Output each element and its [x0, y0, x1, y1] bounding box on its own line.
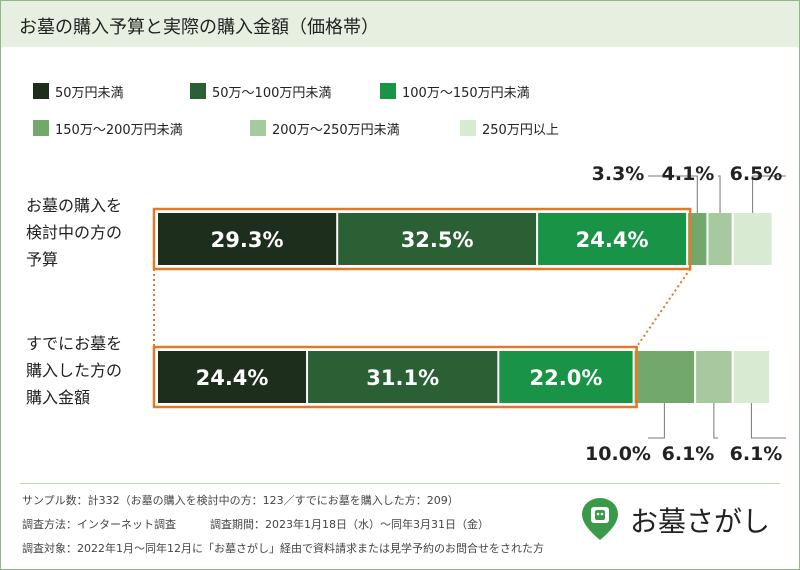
bar-segment	[696, 351, 732, 403]
bar-segment	[158, 351, 307, 403]
leader-line	[648, 403, 665, 439]
leader-line	[713, 403, 718, 439]
highlight-box	[152, 345, 638, 409]
footer-target: 調査対象：2022年1月〜同年12月に「お墓さがし」経由で資料請求または見学予約…	[22, 542, 544, 555]
footer-period: 調査期間：2023年1月18日（水）〜同年3月31日（金）	[210, 518, 489, 531]
legend-swatch	[33, 83, 49, 99]
legend-item: 200万〜250万円未満	[250, 118, 400, 138]
data-label: 3.3%	[592, 163, 645, 185]
connector-line	[635, 268, 691, 348]
bar-segment	[499, 351, 633, 403]
data-label: 6.1%	[730, 443, 783, 465]
chart-title: お墓の購入予算と実際の購入金額（価格帯）	[19, 17, 379, 38]
legend-label: 100万〜150万円未満	[402, 85, 530, 101]
footer-sample: サンプル数：計332（お墓の購入を検討中の方：123／すでにお墓を購入した方：2…	[22, 494, 459, 507]
bar-segment	[338, 213, 537, 265]
legend-label: 150万〜200万円未満	[55, 122, 183, 138]
data-label: 6.5%	[730, 163, 783, 185]
logo: お墓さがし	[580, 497, 790, 543]
data-label: 32.5%	[401, 228, 474, 252]
legend-label: 250万円以上	[482, 122, 559, 138]
data-label: 10.0%	[585, 443, 651, 465]
legend-label: 200万〜250万円未満	[272, 122, 400, 138]
data-label: 22.0%	[530, 366, 603, 390]
legend-item: 50万円未満	[33, 81, 124, 101]
bar-segment	[538, 213, 687, 265]
data-label: 6.1%	[662, 443, 715, 465]
tombstone-leaf-icon	[582, 498, 618, 540]
legend-swatch	[250, 120, 266, 136]
logo-text: お墓さがし	[630, 505, 771, 538]
category-label-line: 購入した方の	[26, 361, 122, 380]
bar-segment	[733, 213, 772, 265]
category-label-line: お墓の購入を	[26, 196, 122, 215]
footer-divider	[20, 483, 780, 484]
category-label-line: 購入金額	[26, 388, 90, 407]
bar-segment	[158, 213, 337, 265]
data-label: 31.1%	[366, 366, 439, 390]
legend-item: 150万〜200万円未満	[33, 118, 183, 138]
bar-segment	[634, 351, 695, 403]
category-label: お墓の購入を検討中の方の予算	[26, 196, 122, 269]
category-label-line: すでにお墓を	[26, 334, 122, 353]
highlight-box	[152, 207, 692, 271]
category-label-line: 予算	[26, 250, 58, 269]
legend-swatch	[190, 83, 206, 99]
legend-item: 250万円以上	[460, 118, 559, 138]
legend-label: 50万円未満	[55, 85, 124, 101]
legend-label: 50万〜100万円未満	[212, 85, 332, 101]
leader-line	[750, 403, 786, 439]
category-label-line: 検討中の方の	[26, 223, 122, 242]
bar-segment	[708, 213, 732, 265]
legend-swatch	[460, 120, 476, 136]
leader-line	[718, 175, 721, 213]
leader-line	[752, 175, 786, 213]
legend-swatch	[380, 83, 396, 99]
data-label: 4.1%	[662, 163, 715, 185]
category-label: すでにお墓を購入した方の購入金額	[26, 334, 122, 407]
footer-method: 調査方法：インターネット調査	[22, 518, 176, 531]
bar-segment	[308, 351, 498, 403]
title-bar: お墓の購入予算と実際の購入金額（価格帯）	[1, 1, 799, 47]
data-label: 29.3%	[211, 228, 284, 252]
leader-line	[648, 175, 698, 213]
legend-swatch	[33, 120, 49, 136]
stacked-bar-chart: お墓の購入を検討中の方の予算 29.3% 32.5% 24.4% 3.3% 4.1% 6.5…	[26, 163, 786, 465]
data-label: 24.4%	[196, 366, 269, 390]
bar-segment	[688, 213, 707, 265]
legend-item: 100万〜150万円未満	[380, 81, 530, 101]
legend-item: 50万〜100万円未満	[190, 81, 331, 101]
bar-segment	[733, 351, 770, 403]
data-label: 24.4%	[576, 228, 649, 252]
